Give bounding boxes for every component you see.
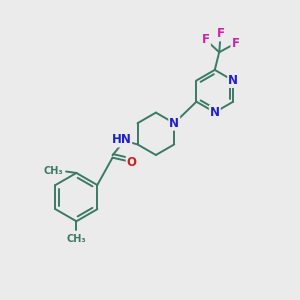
- Text: O: O: [127, 156, 136, 169]
- Text: CH₃: CH₃: [67, 234, 86, 244]
- Text: N: N: [210, 106, 220, 119]
- Text: N: N: [169, 117, 179, 130]
- Text: F: F: [231, 37, 239, 50]
- Text: CH₃: CH₃: [44, 166, 63, 176]
- Text: HN: HN: [111, 134, 131, 146]
- Text: F: F: [217, 28, 225, 40]
- Text: N: N: [228, 74, 238, 87]
- Text: F: F: [202, 33, 210, 46]
